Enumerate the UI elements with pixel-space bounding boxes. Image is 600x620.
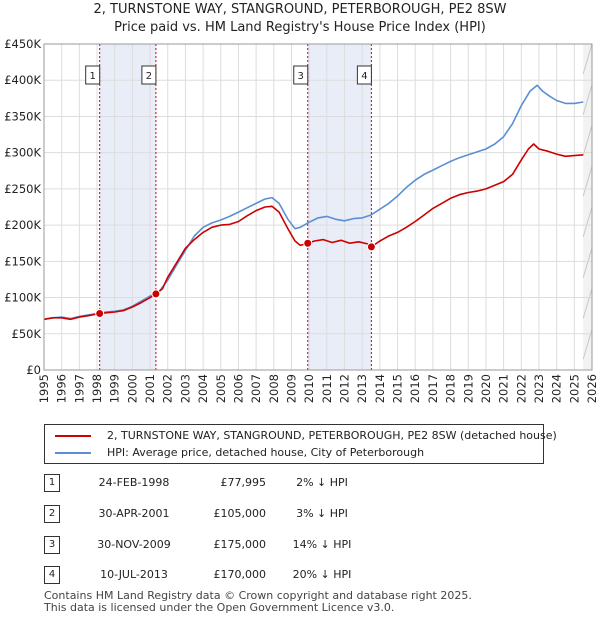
sale-price: £105,000 [213,507,267,520]
footer-copyright: Contains HM Land Registry data © Crown c… [44,589,472,602]
x-tick-label: 2025 [567,374,581,403]
ownership-period-shade [99,44,156,370]
sale-marker-label: 1 [89,71,95,82]
x-tick-label: 2020 [479,374,493,403]
projection-hatch-line [582,166,593,197]
y-tick-label: £450K [4,37,41,51]
y-tick-label: £150K [4,254,41,268]
y-tick-label: £300K [4,146,41,160]
x-tick-label: 2023 [532,374,546,403]
plot-frame [43,43,593,371]
sale-date: 24-FEB-1998 [98,476,170,489]
x-tick-label: 2007 [249,374,263,403]
sale-marker-label: 4 [361,71,367,82]
x-tick-label: 2003 [178,374,192,403]
x-tick-label: 2005 [214,374,228,403]
legend-swatch-hpi [55,452,91,454]
sale-hpi-diff: 14% ↓ HPI [292,538,352,551]
x-tick-label: 2009 [284,374,298,403]
x-tick-label: 2024 [550,374,564,403]
sale-number-badge: 1 [44,474,60,492]
sale-date: 30-APR-2001 [98,507,170,520]
ownership-period-shade [307,44,372,370]
legend-swatch-property [55,435,91,437]
sale-number-badge: 4 [44,566,60,584]
sale-hpi-diff: 2% ↓ HPI [296,476,348,489]
sale-date: 30-NOV-2009 [97,538,171,551]
x-tick-label: 1995 [37,374,51,403]
projection-hatch-line [582,125,593,156]
x-tick-label: 2026 [585,374,599,403]
sale-row: 1 24-FEB-1998 £77,995 2% ↓ HPI [44,474,564,492]
sale-number-badge: 3 [44,536,60,554]
chart-subtitle: Price paid vs. HM Land Registry's House … [114,20,486,35]
sale-marker-label: 3 [298,71,304,82]
x-tick-label: 2019 [461,374,475,403]
x-tick-label: 2018 [444,374,458,403]
x-tick-label: 2013 [355,374,369,403]
x-tick-label: 1998 [90,374,104,403]
x-tick-label: 2015 [391,374,405,403]
x-tick-label: 2021 [497,374,511,403]
x-tick-label: 2011 [320,374,334,403]
footer-licence: This data is licensed under the Open Gov… [44,601,395,614]
y-tick-label: £0 [26,363,41,377]
sale-price: £170,000 [213,568,267,581]
x-tick-label: 2022 [514,374,528,403]
sale-row: 2 30-APR-2001 £105,000 3% ↓ HPI [44,505,564,523]
sale-marker-box [85,65,101,85]
sale-marker-label: 2 [146,71,152,82]
sale-point [366,242,376,252]
sale-point [151,289,161,299]
x-tick-label: 2008 [267,374,281,403]
sale-price: £77,995 [220,476,267,489]
sale-row: 4 10-JUL-2013 £170,000 20% ↓ HPI [44,566,564,584]
sale-number-badge: 2 [44,505,60,523]
sale-marker-box [356,65,372,85]
sale-marker-box [293,65,309,85]
projection-hatch-line [582,288,593,319]
legend-label-hpi: HPI: Average price, detached house, City… [107,446,425,459]
x-tick-label: 2001 [143,374,157,403]
price-chart: 1 2 3 4 £0 £50K £100K £150K £200K £250K £300K £350… [4,37,599,403]
x-tick-label: 2010 [302,374,316,403]
x-tick-label: 2006 [231,374,245,403]
sale-point [303,238,313,248]
projection-hatch-line [582,84,593,115]
chart-title: 2, TURNSTONE WAY, STANGROUND, PETERBOROU… [93,2,507,17]
sale-date: 10-JUL-2013 [100,568,168,581]
y-tick-label: £400K [4,73,41,87]
y-tick-label: £100K [4,291,41,305]
footer: Contains HM Land Registry data © Crown c… [44,590,472,614]
projection-hatch-line [582,43,593,75]
y-tick-label: £50K [12,327,42,341]
sale-price: £175,000 [213,538,267,551]
hpi-line [43,84,584,321]
y-tick-label: £250K [4,182,41,196]
x-tick-label: 2002 [161,374,175,403]
x-tick-label: 2012 [338,374,352,403]
projection-hatch-line [582,247,593,278]
legend-label-property: 2, TURNSTONE WAY, STANGROUND, PETERBOROU… [107,429,557,442]
x-tick-label: 1999 [108,374,122,403]
chart-legend: 2, TURNSTONE WAY, STANGROUND, PETERBOROU… [44,424,557,464]
projection-hatch-line [582,206,593,238]
sale-row: 3 30-NOV-2009 £175,000 14% ↓ HPI [44,536,564,554]
sale-marker-box [141,65,157,85]
sale-hpi-diff: 20% ↓ HPI [292,568,352,581]
x-tick-label: 1996 [55,374,69,403]
x-tick-label: 2014 [373,374,387,403]
x-tick-label: 2004 [196,374,210,403]
y-tick-label: £200K [4,218,41,232]
x-tick-label: 1997 [72,374,86,403]
x-tick-label: 2017 [426,374,440,403]
sale-point [95,308,105,318]
projection-region [583,44,592,370]
sale-hpi-diff: 3% ↓ HPI [296,507,348,520]
x-tick-label: 2000 [125,374,139,403]
x-tick-label: 2016 [408,374,422,403]
y-tick-label: £350K [4,109,41,123]
